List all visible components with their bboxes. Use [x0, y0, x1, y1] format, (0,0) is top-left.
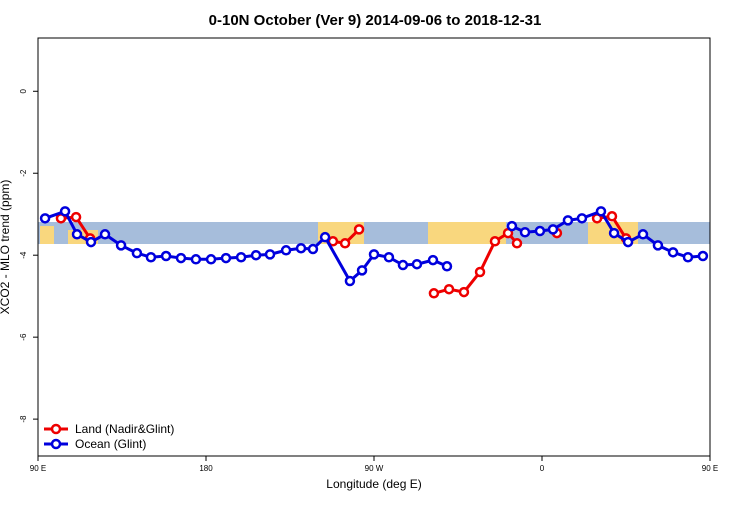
- y-tick-label: -4: [19, 251, 28, 259]
- point: [280, 245, 292, 256]
- point: [383, 251, 395, 263]
- point: [356, 265, 368, 276]
- point: [441, 261, 453, 272]
- point: [59, 206, 71, 217]
- point: [562, 215, 574, 226]
- point: [190, 254, 202, 265]
- point: [85, 236, 97, 248]
- y-axis-label: XCO2 - MLO trend (ppm): [0, 180, 12, 315]
- point: [319, 231, 331, 243]
- point: [368, 249, 380, 260]
- point: [489, 236, 501, 247]
- point: [220, 252, 232, 264]
- legend-point: [50, 438, 62, 450]
- y-tick-label: -8: [19, 415, 28, 423]
- point: [71, 229, 83, 240]
- point: [506, 220, 518, 232]
- point: [427, 254, 439, 266]
- point: [511, 238, 523, 249]
- x-tick-label: 90 E: [30, 464, 46, 473]
- point: [39, 213, 51, 224]
- point: [428, 288, 440, 299]
- point: [295, 242, 307, 254]
- point: [606, 211, 618, 222]
- point: [411, 258, 423, 270]
- y-tick-label: -2: [19, 169, 28, 177]
- point: [667, 247, 679, 258]
- point: [160, 250, 172, 262]
- point: [339, 238, 351, 249]
- x-tick-label: 180: [199, 464, 213, 473]
- point: [344, 275, 356, 287]
- x-tick-label: 0: [540, 464, 545, 473]
- point: [534, 225, 546, 237]
- y-tick-label: -6: [19, 333, 28, 341]
- point: [99, 229, 111, 240]
- point: [353, 224, 365, 235]
- point: [397, 259, 409, 271]
- point: [443, 283, 455, 295]
- point: [307, 243, 319, 255]
- point: [115, 240, 127, 251]
- point: [608, 227, 620, 239]
- legend-point: [50, 423, 62, 435]
- point: [682, 251, 694, 263]
- point: [235, 251, 247, 263]
- legend-label: Land (Nadir&Glint): [75, 422, 174, 436]
- legend-label: Ocean (Glint): [75, 437, 146, 451]
- point: [145, 251, 157, 263]
- x-tick-label: 90 W: [365, 464, 384, 473]
- point: [70, 211, 82, 223]
- point: [595, 206, 607, 217]
- point: [519, 226, 531, 238]
- point: [205, 254, 217, 265]
- point: [697, 250, 709, 262]
- x-axis-label: Longitude (deg E): [326, 477, 421, 491]
- chart-title: 0-10N October (Ver 9) 2014-09-06 to 2018…: [209, 12, 542, 29]
- point: [131, 247, 143, 259]
- point: [264, 249, 276, 260]
- point: [622, 236, 634, 248]
- point: [474, 266, 486, 278]
- point: [652, 240, 664, 251]
- point: [250, 249, 262, 261]
- x-tick-label: 90 E: [702, 464, 718, 473]
- point: [576, 213, 588, 224]
- point: [175, 252, 187, 264]
- y-tick-label: 0: [19, 89, 28, 94]
- point: [547, 224, 559, 235]
- point: [637, 229, 649, 240]
- point: [458, 286, 470, 298]
